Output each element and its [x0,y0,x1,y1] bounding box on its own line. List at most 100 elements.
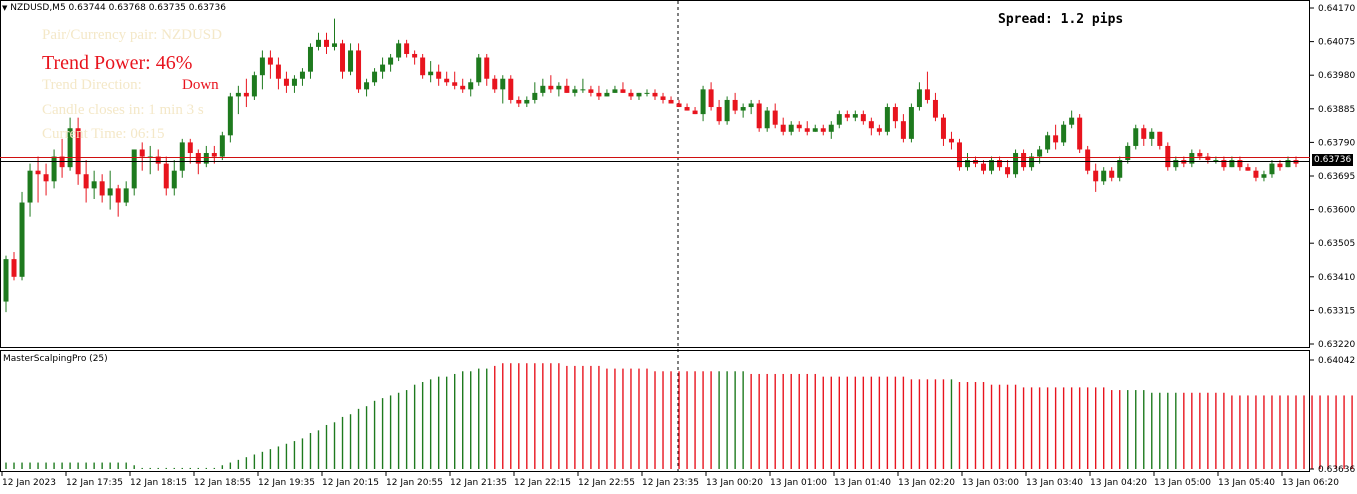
main-panel-border [0,0,1310,348]
candle [1173,156,1179,171]
candle [1197,149,1203,161]
candle [27,163,33,217]
candle [11,252,17,281]
candle [203,145,209,168]
candle [243,78,249,108]
candle [764,107,770,132]
candle [1165,142,1171,171]
candle [1061,121,1067,146]
candle [1125,142,1131,164]
candle [75,117,81,185]
candle [844,110,850,122]
candle [804,121,810,136]
chart-symbol-info: ▼ NZDUSD,M5 0.63744 0.63768 0.63735 0.63… [2,3,226,13]
candle [660,92,666,104]
candle [508,75,514,104]
candle [548,75,554,93]
candle [1117,156,1123,182]
time-tick-label: 13 Jan 03:00 [962,478,1019,488]
candle [299,68,305,86]
candle [476,53,482,86]
candle [1053,124,1059,150]
candle [1261,170,1267,182]
candle [1077,114,1083,154]
trend-direction-value: Down [182,77,219,93]
candle [348,43,354,76]
candle [235,85,241,115]
price-tick-label: 0.63220 [1318,340,1355,350]
candle [828,121,834,139]
candle [908,103,914,143]
candle [332,18,338,51]
candle [1237,156,1243,171]
candle [892,103,898,129]
time-tick-label: 12 Jan 20:15 [322,478,379,488]
candle [1269,160,1275,178]
pair-label: Pair/Currency pair: NZDUSD [42,27,222,43]
candle [1085,145,1091,175]
triangle-down-icon: ▼ [2,4,8,12]
candle [860,110,866,125]
candle [708,82,714,111]
time-tick-label: 12 Jan 18:55 [194,478,251,488]
candle [916,82,922,111]
candle [732,92,738,115]
candle [748,99,754,115]
time-tick-label: 13 Jan 06:20 [1282,478,1339,488]
candle [323,32,329,54]
candle [404,39,410,58]
candle [852,110,858,122]
time-tick-label: 13 Jan 05:40 [1218,478,1275,488]
candle [812,124,818,132]
candle [716,99,722,125]
price-tick-label: 0.63505 [1318,239,1355,249]
candle [940,114,946,146]
price-tick-label: 0.64170 [1318,4,1355,14]
candle [1245,163,1251,171]
candle [1149,128,1155,146]
candle [396,39,402,62]
price-tick-label: 0.63695 [1318,172,1355,182]
candle [35,156,41,203]
candle [484,53,490,86]
candle [1157,131,1163,150]
candle [820,124,826,136]
candle [460,78,466,93]
candle [388,53,394,72]
candle [412,50,418,65]
candle [107,170,113,210]
time-tick-label: 12 Jan 22:55 [578,478,635,488]
candle [99,174,105,203]
candle [283,71,289,93]
candle [956,138,962,171]
candle [251,71,257,100]
candle [227,92,233,143]
candle [532,82,538,104]
candle [684,103,690,111]
candle [291,75,297,93]
candle [636,92,642,100]
price-tick-label: 0.63885 [1318,105,1355,115]
candle [1253,167,1259,182]
time-tick-label: 12 Jan 18:15 [130,478,187,488]
time-axis-ticks: 12 Jan 2023 12 Jan 17:35 12 Jan 18:15 12 Ja… [1,472,1339,488]
candle [612,85,618,93]
candle [1037,145,1043,164]
candle [115,184,121,217]
time-tick-label: 12 Jan 21:35 [450,478,507,488]
indicator-tick-label: 0.63636 [1318,465,1355,475]
candle [676,99,682,108]
candle [1069,110,1075,129]
candle [524,96,530,108]
candle [772,103,778,129]
candle [836,110,842,129]
candle [444,71,450,86]
candle [724,96,730,125]
candle [163,156,169,196]
candle [3,255,9,313]
candle [692,107,698,115]
candle [364,78,370,97]
current-time-label: Current Time: 06:15 [42,126,165,142]
candle [420,53,426,79]
